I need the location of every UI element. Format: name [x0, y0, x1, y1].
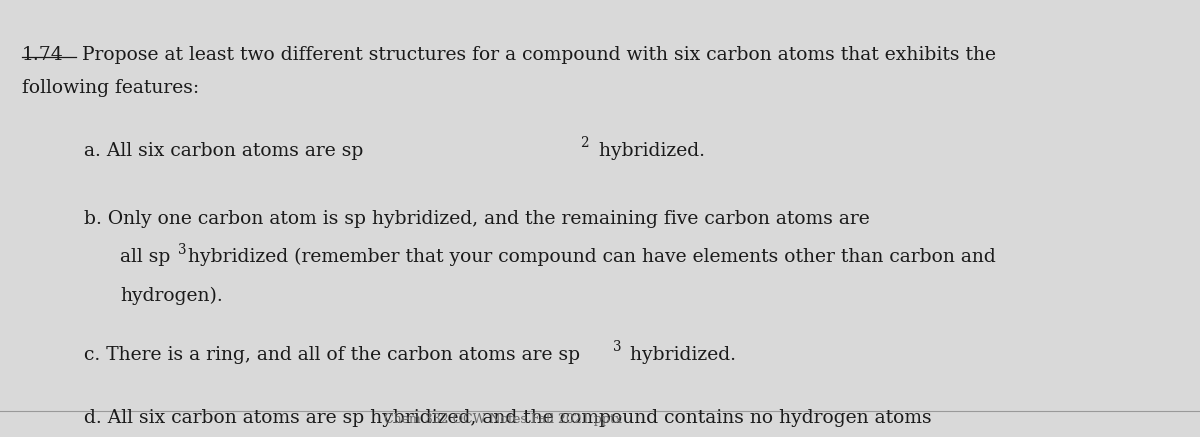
Text: hybridized (remember that your compound can have elements other than carbon and: hybridized (remember that your compound …	[188, 248, 996, 267]
Text: hydrogen).: hydrogen).	[120, 287, 223, 305]
Text: a. All six carbon atoms are sp: a. All six carbon atoms are sp	[84, 142, 364, 160]
Text: 3: 3	[178, 243, 186, 257]
Text: 3: 3	[613, 340, 622, 354]
Text: following features:: following features:	[22, 79, 199, 97]
Text: b. Only one carbon atom is sp hybridized, and the remaining five carbon atoms ar: b. Only one carbon atom is sp hybridized…	[84, 210, 870, 228]
Text: c. There is a ring, and all of the carbon atoms are sp: c. There is a ring, and all of the carbo…	[84, 346, 580, 364]
Text: hybridized.: hybridized.	[593, 142, 704, 160]
Text: d. All six carbon atoms are sp hybridized, and the compound contains no hydrogen: d. All six carbon atoms are sp hybridize…	[84, 409, 931, 427]
Text: 2: 2	[580, 136, 588, 150]
Text: Chem 332 OCW Notes Fall 2021 pptx: Chem 332 OCW Notes Fall 2021 pptx	[384, 413, 622, 426]
Text: 1.74: 1.74	[22, 46, 64, 64]
Text: all sp: all sp	[120, 248, 170, 266]
Text: hybridized.: hybridized.	[624, 346, 736, 364]
Text: Propose at least two different structures for a compound with six carbon atoms t: Propose at least two different structure…	[76, 46, 996, 64]
